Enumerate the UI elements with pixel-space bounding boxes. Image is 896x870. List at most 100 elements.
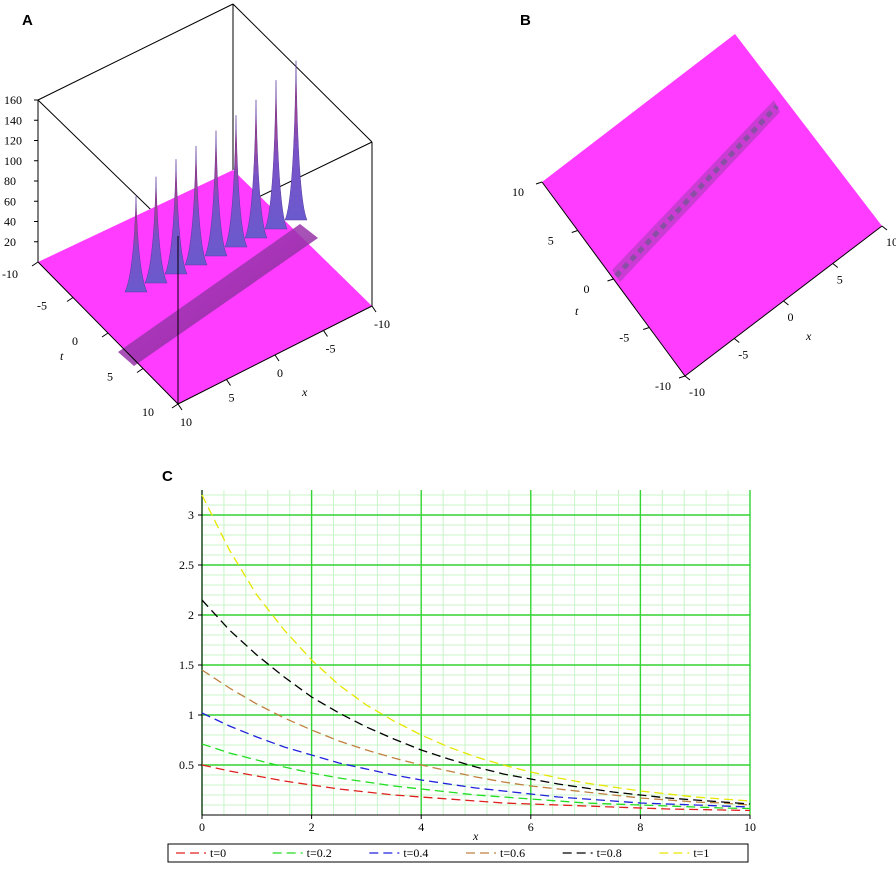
surface-peak xyxy=(144,176,168,284)
surface-peak xyxy=(284,60,308,221)
surface-peak xyxy=(224,115,248,248)
t-tick-label: 10 xyxy=(512,185,524,199)
t-tick-mark xyxy=(571,230,578,233)
x-tick-mark xyxy=(323,330,328,337)
x-tick-label: 0 xyxy=(277,366,283,380)
x-tick-label: 5 xyxy=(837,273,843,287)
z-tick-label: 100 xyxy=(4,154,22,168)
surface-valley xyxy=(118,224,318,366)
x-tick-mark xyxy=(684,375,691,381)
t-tick-label: -5 xyxy=(619,331,629,345)
x-tick-label: -10 xyxy=(689,385,705,399)
surface-peak xyxy=(164,159,188,275)
t-tick-mark xyxy=(643,327,650,330)
panel-label-b: B xyxy=(520,12,531,29)
y-tick-label: 3 xyxy=(188,508,194,522)
x-tick-label: 4 xyxy=(418,820,424,834)
x-axis-ticks: 10 5 0 -5 -10 xyxy=(177,305,390,429)
y-axis-ticks: 0.5 1 1.5 2 2.5 3 xyxy=(179,508,202,772)
surface-peak xyxy=(244,99,268,239)
z-tick-label: 60 xyxy=(4,194,16,208)
z-tick-label: 160 xyxy=(4,93,22,107)
y-tick-label: 2 xyxy=(188,608,194,622)
x-tick-mark xyxy=(177,403,183,411)
x-tick-mark xyxy=(733,338,740,343)
series-line-t-0-6 xyxy=(201,669,751,806)
x-tick-label: 2 xyxy=(309,820,315,834)
t-tick-mark xyxy=(535,181,543,185)
x-axis-label: x xyxy=(472,829,479,843)
line-chart-c: 0.5 1 1.5 2 2.5 3 0 2 4 6 8 10 x t=0 t=0.2 t=0.4 t=0.… xyxy=(167,490,756,863)
legend-label: t=0.8 xyxy=(597,846,622,860)
x-tick-label: 10 xyxy=(886,235,896,249)
y-tick-label: 1 xyxy=(188,708,194,722)
z-axis-ticks: 160 140 120 100 80 60 40 20 xyxy=(4,93,38,249)
t-axis-ticks: -10 -5 0 5 10 xyxy=(2,261,179,419)
x-tick-label: 0 xyxy=(199,820,205,834)
z-tick-label: 140 xyxy=(4,113,22,127)
surface-peak xyxy=(264,80,288,230)
panel-label-a: A xyxy=(22,12,33,29)
x-tick-label: -10 xyxy=(374,317,390,331)
series-line-t-0-2 xyxy=(201,743,751,810)
legend-label: t=0 xyxy=(210,846,226,860)
series-line-t-0 xyxy=(201,764,751,812)
x-tick-mark xyxy=(881,225,888,231)
legend-box xyxy=(167,843,749,863)
x-axis-label: x xyxy=(301,385,308,399)
surface-plane xyxy=(542,34,882,376)
t-axis-label: t xyxy=(575,304,579,318)
y-tick-label: 2.5 xyxy=(179,558,194,572)
chart-grid xyxy=(201,490,751,816)
surface-peak xyxy=(204,130,228,257)
t-tick-label: -5 xyxy=(37,299,47,313)
legend-label: t=0.6 xyxy=(500,846,525,860)
x-axis-ticks: -10 -5 0 5 10 xyxy=(684,225,896,399)
x-axis-label: x xyxy=(805,329,812,343)
panel-label-c: C xyxy=(162,468,173,485)
x-tick-mark xyxy=(226,379,231,386)
z-tick-label: 120 xyxy=(4,134,22,148)
legend-label: t=1 xyxy=(693,846,709,860)
y-tick-label: 0.5 xyxy=(179,758,194,772)
surface-peak xyxy=(184,145,208,266)
x-tick-label: 0 xyxy=(788,310,794,324)
x-tick-label: 5 xyxy=(229,391,235,405)
t-tick-label: 0 xyxy=(584,282,590,296)
x-tick-label: 10 xyxy=(180,415,192,429)
t-tick-label: 10 xyxy=(142,405,154,419)
chart-axes xyxy=(201,490,750,816)
x-tick-mark xyxy=(783,300,789,306)
series-line-t-0-4 xyxy=(201,712,751,808)
t-tick-mark xyxy=(31,261,39,267)
x-tick-label: -5 xyxy=(738,348,748,362)
t-tick-label: 0 xyxy=(72,334,78,348)
t-tick-label: -10 xyxy=(655,379,671,393)
x-tick-label: -5 xyxy=(326,342,336,356)
z-tick-label: 80 xyxy=(4,174,16,188)
z-tick-label: 20 xyxy=(4,235,16,249)
x-axis-ticks: 0 2 4 6 8 10 xyxy=(199,815,756,834)
x-tick-mark xyxy=(832,263,839,268)
t-tick-label: -10 xyxy=(2,267,18,281)
t-tick-mark xyxy=(136,368,144,373)
x-tick-label: 8 xyxy=(637,820,643,834)
chart-lines xyxy=(201,494,751,812)
y-tick-label: 1.5 xyxy=(179,658,194,672)
x-tick-label: 10 xyxy=(744,820,756,834)
t-tick-mark xyxy=(678,375,686,379)
t-axis-ticks: 10 5 0 -5 -10 xyxy=(512,181,686,393)
t-axis-label: t xyxy=(60,349,64,363)
legend-label: t=0.4 xyxy=(403,846,428,860)
t-tick-label: 5 xyxy=(107,370,113,384)
t-tick-label: 5 xyxy=(548,234,554,248)
x-tick-label: 6 xyxy=(528,820,534,834)
surface-peaks xyxy=(124,60,308,293)
t-tick-mark xyxy=(66,297,74,302)
surface-peak xyxy=(124,196,148,293)
t-tick-mark xyxy=(101,332,109,338)
z-tick-label: 40 xyxy=(4,215,16,229)
chart-legend: t=0 t=0.2 t=0.4 t=0.6 t=0.8 t=1 xyxy=(167,843,749,863)
series-line-t-0-8 xyxy=(201,599,751,805)
